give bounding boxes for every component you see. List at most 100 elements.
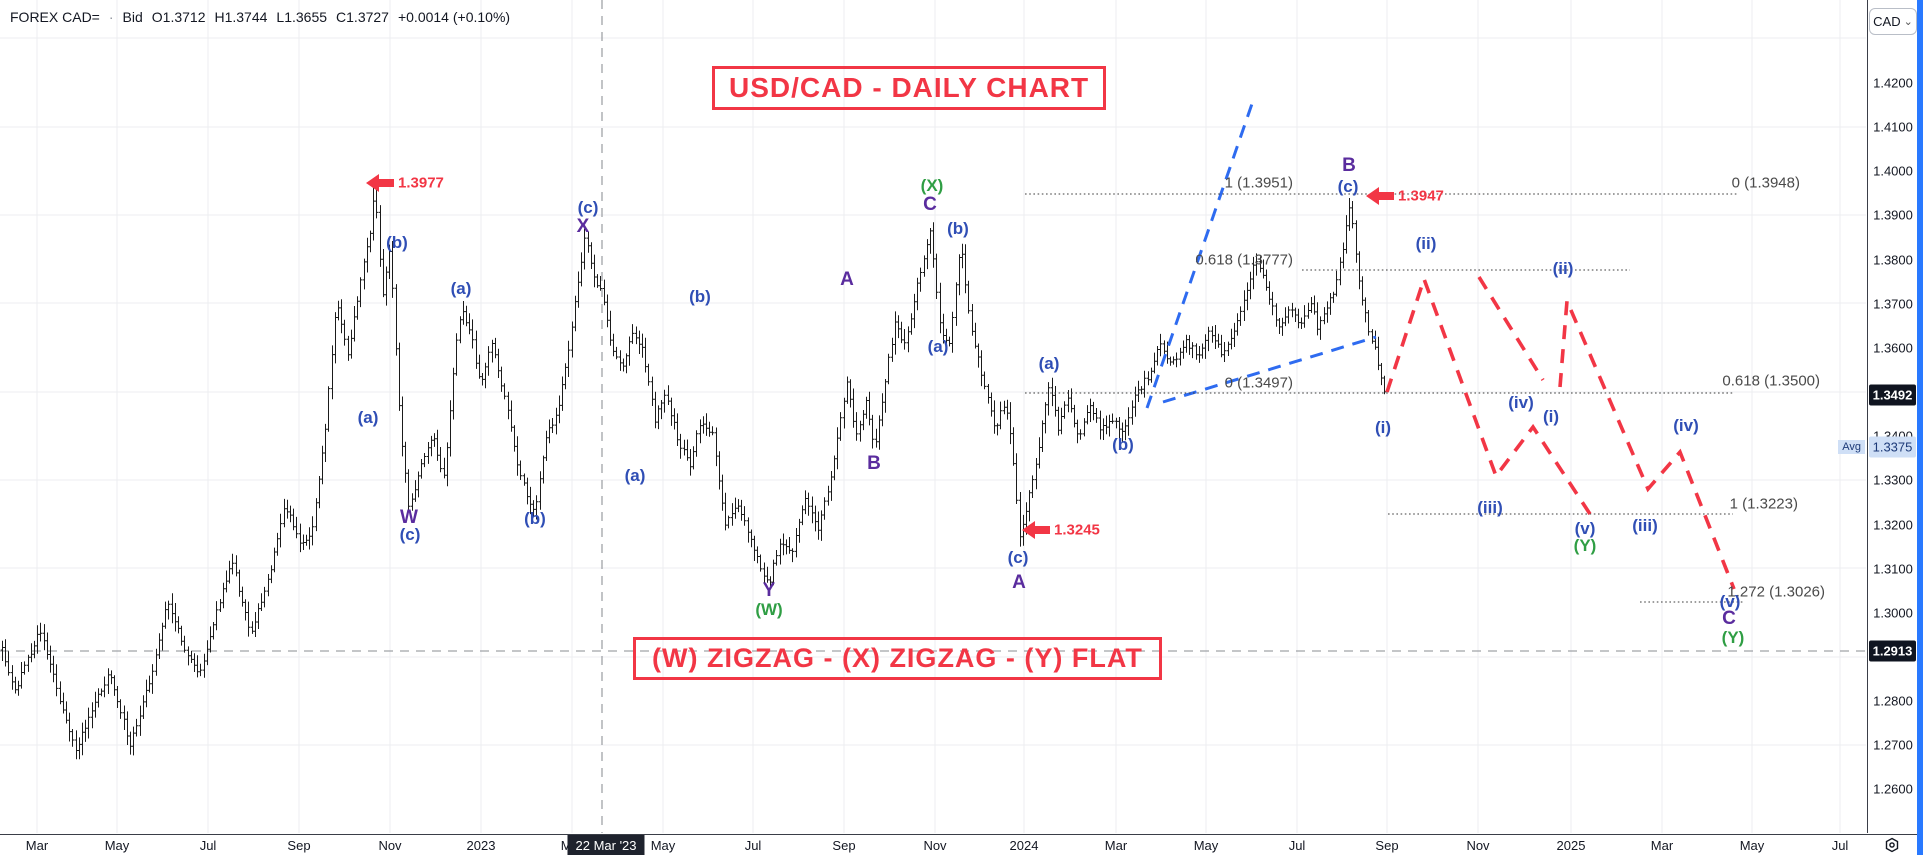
wave-label: (a): [1038, 354, 1060, 373]
price-arrow-label: 1.3947: [1398, 187, 1444, 205]
wave-label: (b): [689, 287, 711, 306]
wave-label: (a): [624, 466, 646, 485]
time-axis-label: Jul: [199, 838, 217, 853]
time-axis-label: 2025: [1556, 838, 1586, 853]
wave-label: (c): [1337, 177, 1359, 196]
price-axis-label: 1.4000: [1873, 163, 1913, 179]
wave-label: B: [867, 453, 881, 474]
wave-label: (ii): [1415, 234, 1437, 253]
avg-tag: Avg: [1838, 440, 1865, 454]
price-axis-label: 1.4100: [1873, 119, 1913, 135]
time-axis[interactable]: 22 Mar '23 Mar May Jul Sep Nov 2023 Mar May Jul S…: [0, 834, 1923, 855]
wave-label: (c): [399, 525, 421, 544]
chart-title-box[interactable]: USD/CAD - DAILY CHART: [712, 66, 1107, 110]
price-axis-label: 1.2800: [1873, 693, 1913, 709]
wave-label: (v): [1719, 592, 1741, 611]
chevron-down-icon: ⌄: [1903, 16, 1913, 28]
wave-label: (a): [357, 408, 379, 427]
price-axis-label: 1.3800: [1873, 252, 1913, 268]
wave-label: (b): [947, 219, 969, 238]
price-axis-label: 1.3300: [1873, 472, 1913, 488]
wave-label: (iii): [1477, 498, 1503, 517]
red-dashed-projection: [1385, 273, 1592, 515]
price-arrow-icon: [1022, 521, 1050, 539]
time-axis-label: 2024: [1009, 838, 1039, 853]
wave-label: C: [923, 194, 937, 215]
wave-label: C: [1722, 608, 1736, 629]
legend-part: Bid: [122, 9, 143, 25]
time-axis-label: Nov: [1466, 838, 1490, 853]
wave-label: (c): [1007, 548, 1029, 567]
avg-price-badge: 1.3375: [1869, 436, 1916, 458]
wave-label: (Y): [1721, 628, 1745, 647]
wave-label: A: [840, 269, 854, 290]
price-arrow-label: 1.3245: [1054, 521, 1100, 539]
wave-label: A: [1012, 572, 1026, 593]
wave-label: X: [576, 216, 590, 237]
fib-level-label: 1 (1.3951): [1224, 174, 1293, 192]
wave-label: (c): [577, 198, 599, 217]
time-axis-label: Mar: [1650, 838, 1674, 853]
settings-button[interactable]: [1878, 837, 1906, 853]
legend-part: O1.3712: [151, 9, 206, 25]
price-arrow-icon: [1366, 187, 1394, 205]
wave-label: (Y): [1573, 536, 1597, 555]
wave-label: B: [1342, 155, 1356, 176]
wave-label: (b): [386, 233, 408, 252]
price-axis[interactable]: 1.4200 1.4100 1.4000 1.3900 1.3800 1.3700 1.36…: [1867, 0, 1918, 833]
wave-label: (b): [524, 509, 546, 528]
price-badge: 1.2913: [1869, 640, 1916, 662]
time-axis-label: Sep: [832, 838, 856, 853]
gear-icon: [1885, 837, 1899, 853]
time-axis-label: Jul: [744, 838, 762, 853]
wave-label: (X): [920, 176, 944, 195]
wave-label: (a): [927, 337, 949, 356]
legend-part: +0.0014 (+0.10%): [397, 9, 511, 25]
time-axis-label: May: [1739, 838, 1765, 853]
price-axis-label: 1.4200: [1873, 75, 1913, 91]
wave-label: Y: [762, 580, 776, 601]
date-marker-badge: 22 Mar '23: [567, 835, 645, 855]
legend-part: H1.3744: [214, 9, 268, 25]
time-axis-label: May: [104, 838, 130, 853]
blue-dashed-trendline: [1145, 97, 1256, 409]
wave-label: W: [400, 507, 418, 528]
wave-label: (W): [755, 600, 783, 619]
wave-label: (a): [450, 279, 472, 298]
fib-level-label: 0 (1.3497): [1224, 374, 1293, 392]
price-axis-label: 1.2700: [1873, 737, 1913, 753]
wave-label: (v): [1574, 519, 1596, 538]
red-dashed-projection: [1477, 276, 1545, 381]
time-axis-label: May: [1193, 838, 1219, 853]
legend-part: C1.3727: [336, 9, 389, 25]
price-badge: 1.3492: [1869, 384, 1916, 406]
legend-part: ·: [108, 9, 114, 25]
blue-dashed-trendline: [1162, 335, 1377, 404]
fib-level-label: 0 (1.3948): [1731, 174, 1800, 192]
legend-part: L1.3655: [276, 9, 328, 25]
time-axis-label: Mar: [25, 838, 49, 853]
time-axis-label: Jul: [1288, 838, 1306, 853]
price-axis-label: 1.3700: [1873, 296, 1913, 312]
currency-label: CAD: [1873, 14, 1901, 29]
price-axis-label: 1.3200: [1873, 517, 1913, 533]
price-axis-label: 1.3100: [1873, 561, 1913, 577]
time-axis-label: Sep: [287, 838, 311, 853]
time-axis-label: Mar: [1104, 838, 1128, 853]
fib-level-label: 0.618 (1.3777): [1195, 251, 1293, 269]
window-edge-strip: [1917, 0, 1923, 855]
legend-part: FOREX CAD=: [10, 9, 100, 25]
red-dashed-projection: [1558, 300, 1736, 590]
wave-label: (iv): [1673, 416, 1699, 435]
symbol-legend[interactable]: FOREX CAD= · Bid O1.3712 H1.3744 L1.3655 C1.37…: [10, 9, 519, 25]
price-axis-label: 1.3600: [1873, 340, 1913, 356]
time-axis-label: May: [650, 838, 676, 853]
price-axis-label: 1.2600: [1873, 781, 1913, 797]
time-axis-label: Jul: [1831, 838, 1849, 853]
wave-label: (iii): [1632, 516, 1658, 535]
cad-currency-button[interactable]: CAD ⌄: [1869, 8, 1917, 35]
wave-pattern-banner[interactable]: (W) ZIGZAG - (X) ZIGZAG - (Y) FLAT: [633, 637, 1162, 680]
fib-level-label: 1 (1.3223): [1729, 495, 1798, 513]
